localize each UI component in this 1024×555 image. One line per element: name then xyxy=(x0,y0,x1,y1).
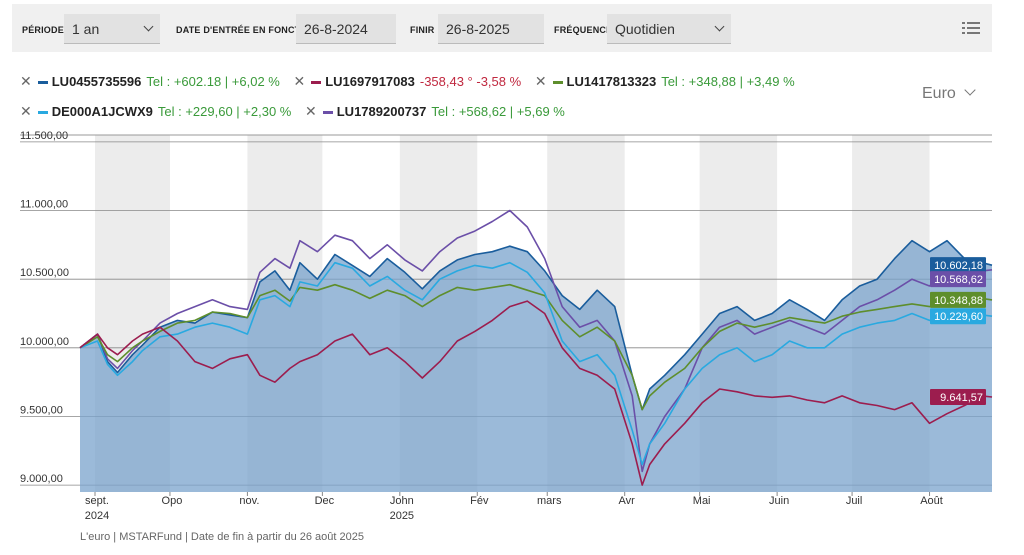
remove-icon[interactable]: ✕ xyxy=(305,103,317,119)
area-fill xyxy=(80,240,992,492)
x-tick-label: nov. xyxy=(239,495,259,507)
end-value-label: 9.641,57 xyxy=(940,392,983,404)
legend-item: ✕ LU0455735596 Tel : +602.18 | +6,02 % xyxy=(20,73,280,90)
frequency-label: FRÉQUENCE xyxy=(554,25,613,35)
legend-perf: Tel : +602.18 | +6,02 % xyxy=(146,74,280,89)
end-label-box xyxy=(930,291,986,308)
end-value-label: 10.568,62 xyxy=(934,274,983,286)
y-tick-label: 10.500,00 xyxy=(20,267,69,279)
legend-code: LU1789200737 xyxy=(336,104,427,119)
legend-swatch xyxy=(552,81,563,85)
period-select[interactable]: 1 an xyxy=(64,14,160,44)
remove-icon[interactable]: ✕ xyxy=(20,73,32,89)
end-value-label: 10.602,18 xyxy=(934,260,983,272)
legend-code: LU0455735596 xyxy=(51,74,142,89)
remove-icon[interactable]: ✕ xyxy=(534,73,547,89)
end-value-label: 10.229,60 xyxy=(934,311,983,323)
x-tick-label: Juil xyxy=(846,495,863,507)
y-tick-label: 10.000,00 xyxy=(20,336,69,348)
x-tick-label: mars xyxy=(537,495,562,507)
series-line-LU1789200737 xyxy=(79,209,993,473)
legend-code: LU1697917083 xyxy=(325,74,415,89)
currency-value: Euro xyxy=(922,85,956,102)
x-axis-labels: sept. 2024 Opo nov. Dec John 2025 Fév mars Avr Mai… xyxy=(85,492,943,522)
legend-row-1: ✕ LU0455735596 Tel : +602.18 | +6,02 % ✕ LU… xyxy=(20,73,805,90)
x-tick-sublabel: 2024 xyxy=(85,510,109,522)
end-label-box xyxy=(930,271,986,288)
y-tick-label: 11.500,00 xyxy=(20,130,68,142)
end-value-label: 10.348,88 xyxy=(934,295,983,307)
legend-item: ✕ LU1417813323 Tel : +348,88 | +3,49 % xyxy=(535,73,795,90)
series-line-DE000A1JCWX9 xyxy=(79,261,993,466)
period-value: 1 an xyxy=(72,21,100,37)
legend-row-2: ✕ DE000A1JCWX9 Tel : +229,60 | +2,30 % ✕ LU… xyxy=(20,103,575,120)
legend-perf: -358,43 ° -3,58 % xyxy=(419,74,522,89)
series-line-LU1417813323 xyxy=(79,283,993,411)
x-tick-label: sept. xyxy=(85,495,109,507)
legend-code: DE000A1JCWX9 xyxy=(51,104,153,119)
legend-perf: Tel : +568,62 | +5,69 % xyxy=(431,104,565,119)
legend-code: LU1417813323 xyxy=(566,74,657,89)
end-date-value: 26-8-2025 xyxy=(446,21,510,37)
legend-swatch xyxy=(322,111,333,115)
legend-item: ✕ LU1789200737 Tel : +568,62 | +5,69 % xyxy=(305,103,565,120)
area-fill-LU0455735596 xyxy=(80,240,992,492)
legend-perf: Tel : +229,60 | +2,30 % xyxy=(157,104,292,119)
end-date-input[interactable]: 26-8-2025 xyxy=(438,14,544,44)
x-tick-sublabel: 2025 xyxy=(390,510,414,522)
x-tick-label: Mai xyxy=(693,495,711,507)
x-tick-label: Fév xyxy=(470,495,489,507)
start-date-input[interactable]: 26-8-2024 xyxy=(296,14,396,44)
start-date-value: 26-8-2024 xyxy=(304,21,368,37)
y-axis-labels: 9.000,00 9.500,00 10.000,00 10.500,00 11.000… xyxy=(20,130,69,485)
legend-swatch xyxy=(37,81,48,85)
legend-item: ✕ DE000A1JCWX9 Tel : +229,60 | +2,30 % xyxy=(20,103,291,120)
performance-chart: 9.000,00 9.500,00 10.000,00 10.500,00 11.000… xyxy=(20,130,993,522)
end-label-box xyxy=(930,257,986,274)
legend-swatch xyxy=(37,111,48,115)
legend-swatch xyxy=(311,81,322,85)
end-value-labels: 10.602,18 10.568,62 10.348,88 10.229,60 9.64… xyxy=(930,257,986,405)
frequency-value: Quotidien xyxy=(615,21,675,37)
x-tick-label: Juin xyxy=(769,495,789,507)
x-tick-label: John xyxy=(390,495,414,507)
x-tick-label: Avr xyxy=(619,495,636,507)
end-label-box xyxy=(930,308,986,325)
series-line-LU1697917083 xyxy=(79,300,993,486)
y-tick-label: 11.000,00 xyxy=(20,199,68,211)
series-lines xyxy=(79,209,993,486)
footer-note: L'euro | MSTARFund | Date de fin à parti… xyxy=(80,531,364,543)
x-tick-label: Dec xyxy=(315,495,335,507)
x-tick-label: Août xyxy=(920,495,943,507)
frequency-select[interactable]: Quotidien xyxy=(607,14,731,44)
legend-perf: Tel : +348,88 | +3,49 % xyxy=(661,74,795,89)
list-menu-icon[interactable] xyxy=(962,21,980,35)
toolbar: PÉRIODE 1 an DATE D'ENTRÉE EN FONCTION 2… xyxy=(12,4,992,52)
period-label: PÉRIODE xyxy=(22,25,64,35)
legend-item: ✕ LU1697917083 -358,43 ° -3,58 % xyxy=(293,73,521,90)
remove-icon[interactable]: ✕ xyxy=(293,73,306,89)
x-tick-label: Opo xyxy=(162,495,183,507)
remove-icon[interactable]: ✕ xyxy=(20,103,32,119)
end-date-label: FINIR xyxy=(410,25,435,35)
y-tick-label: 9.500,00 xyxy=(20,404,63,416)
currency-select[interactable]: Euro xyxy=(922,84,976,103)
end-label-box xyxy=(930,388,986,405)
start-date-label: DATE D'ENTRÉE EN FONCTION xyxy=(176,25,317,35)
y-tick-label: 9.000,00 xyxy=(20,473,63,485)
